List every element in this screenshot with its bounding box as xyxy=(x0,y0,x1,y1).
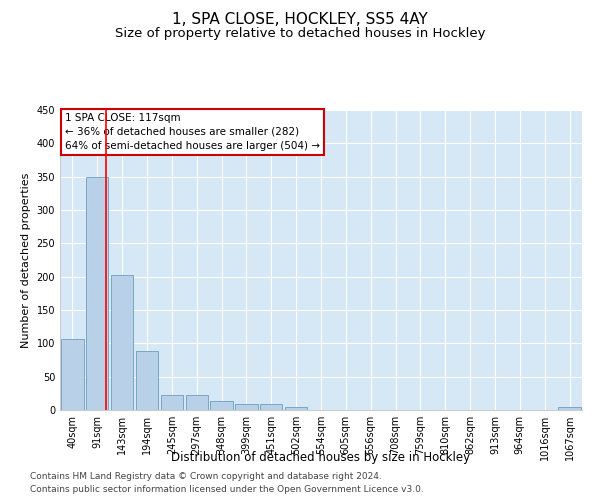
Bar xyxy=(161,396,183,410)
Bar xyxy=(136,352,158,410)
Bar xyxy=(235,404,257,410)
Bar xyxy=(559,406,581,410)
Text: Size of property relative to detached houses in Hockley: Size of property relative to detached ho… xyxy=(115,28,485,40)
Text: 1, SPA CLOSE, HOCKLEY, SS5 4AY: 1, SPA CLOSE, HOCKLEY, SS5 4AY xyxy=(172,12,428,28)
Bar xyxy=(86,176,109,410)
Bar xyxy=(285,406,307,410)
Text: Distribution of detached houses by size in Hockley: Distribution of detached houses by size … xyxy=(172,451,470,464)
Bar xyxy=(260,404,283,410)
Text: Contains public sector information licensed under the Open Government Licence v3: Contains public sector information licen… xyxy=(30,485,424,494)
Bar xyxy=(211,402,233,410)
Text: 1 SPA CLOSE: 117sqm
← 36% of detached houses are smaller (282)
64% of semi-detac: 1 SPA CLOSE: 117sqm ← 36% of detached ho… xyxy=(65,113,320,151)
Bar xyxy=(111,274,133,410)
Bar xyxy=(185,396,208,410)
Text: Contains HM Land Registry data © Crown copyright and database right 2024.: Contains HM Land Registry data © Crown c… xyxy=(30,472,382,481)
Bar xyxy=(61,338,83,410)
Y-axis label: Number of detached properties: Number of detached properties xyxy=(21,172,31,348)
